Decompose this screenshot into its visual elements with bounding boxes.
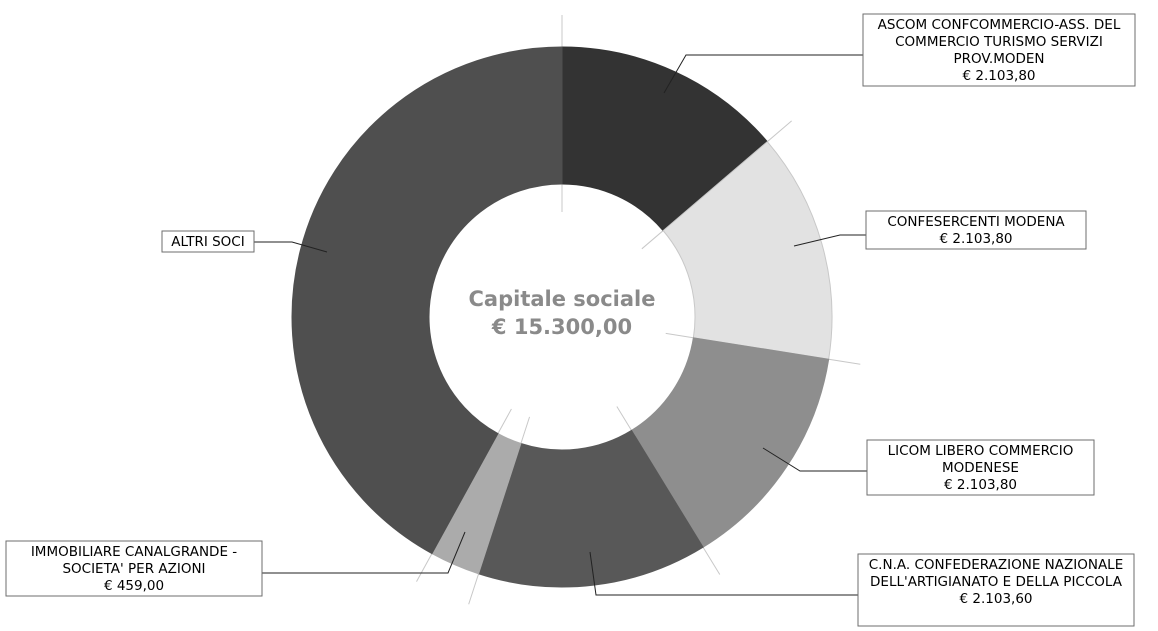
donut-slice-1	[561, 46, 769, 232]
leader-line-5	[262, 531, 466, 574]
slice-label-value-5: € 459,00	[104, 578, 164, 594]
donut-slice-3	[630, 337, 830, 548]
slice-label-value-4: € 2.103,60	[960, 591, 1033, 607]
label-box-4	[857, 553, 1135, 627]
donut-slice-2	[662, 140, 833, 360]
slice-label-value-2: € 2.103,80	[940, 231, 1013, 247]
center-title: Capitale sociale	[469, 287, 656, 311]
label-box-3	[866, 439, 1095, 496]
donut-slice-4	[477, 429, 704, 588]
donut-slices	[291, 46, 833, 588]
slice-label-name-3: MODENESE	[942, 460, 1019, 476]
slice-label-name-2: CONFESERCENTI MODENA	[887, 214, 1065, 230]
leader-line-3	[762, 447, 867, 472]
leader-line-2	[793, 234, 866, 247]
center-value: € 15.300,00	[491, 315, 632, 339]
label-box-1	[862, 13, 1136, 87]
label-leader-lines	[254, 54, 867, 596]
donut-slice-6	[291, 46, 563, 555]
slice-label-name-1: PROV.MODEN	[954, 51, 1045, 67]
slice-label-name-1: ASCOM CONFCOMMERCIO-ASS. DEL	[878, 17, 1121, 33]
slice-label-name-6: ALTRI SOCI	[171, 234, 244, 250]
slice-label-name-5: SOCIETA' PER AZIONI	[62, 561, 205, 577]
slice-label-name-1: COMMERCIO TURISMO SERVIZI	[895, 34, 1103, 50]
leader-line-4	[589, 551, 858, 596]
label-box-2	[865, 210, 1087, 250]
slice-label-value-3: € 2.103,80	[944, 477, 1017, 493]
slice-label-value-1: € 2.103,80	[963, 68, 1036, 84]
label-box-5	[5, 540, 263, 597]
slice-label-name-3: LICOM LIBERO COMMERCIO	[888, 443, 1074, 459]
slice-label-name-4: C.N.A. CONFEDERAZIONE NAZIONALE	[869, 557, 1123, 573]
slice-label-name-4: DELL'ARTIGIANATO E DELLA PICCOLA	[870, 574, 1123, 590]
label-box-6	[161, 230, 255, 253]
leader-line-1	[663, 54, 863, 94]
slice-label-name-5: IMMOBILIARE CANALGRANDE -	[31, 544, 237, 560]
leader-line-6	[254, 241, 328, 253]
